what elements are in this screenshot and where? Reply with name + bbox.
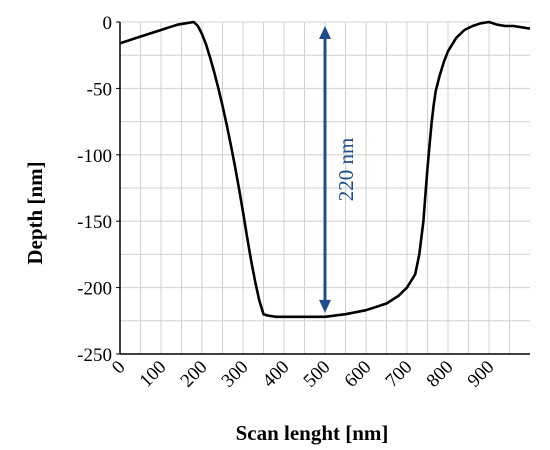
y-tick-label: 0 xyxy=(103,13,113,34)
y-axis-title: Depth [nm] xyxy=(23,161,47,264)
x-tick-label: 200 xyxy=(177,357,212,392)
x-tick-label: 0 xyxy=(108,357,130,379)
x-tick-label: 500 xyxy=(300,357,335,392)
series-line xyxy=(119,20,531,319)
y-tick-label: -50 xyxy=(87,79,112,100)
y-tick-label: -250 xyxy=(77,345,112,366)
y-tick-label: -150 xyxy=(77,212,112,233)
x-tick-label: 100 xyxy=(136,357,171,392)
x-tick-label: 600 xyxy=(341,357,376,392)
annotation-group: 220 nm xyxy=(319,26,358,313)
y-tick-labels: 0 -50 -100 -150 -200 -250 xyxy=(77,13,120,366)
x-tick-labels: 0 100 200 300 400 500 600 700 800 900 xyxy=(108,357,499,392)
x-tick-label: 400 xyxy=(259,357,294,392)
x-axis-title: Scan lenght [nm] xyxy=(236,421,389,445)
x-tick-label: 900 xyxy=(464,357,499,392)
x-tick-label: 700 xyxy=(382,357,417,392)
annotation-label: 220 nm xyxy=(334,138,358,202)
x-tick-label: 800 xyxy=(423,357,458,392)
y-tick-label: -200 xyxy=(77,279,112,300)
series-group xyxy=(119,20,531,319)
annotation-arrowhead-top xyxy=(319,26,331,39)
x-tick-label: 300 xyxy=(218,357,253,392)
y-tick-label: -100 xyxy=(77,146,112,167)
annotation-arrowhead-bottom xyxy=(319,299,331,313)
axes xyxy=(119,22,530,355)
